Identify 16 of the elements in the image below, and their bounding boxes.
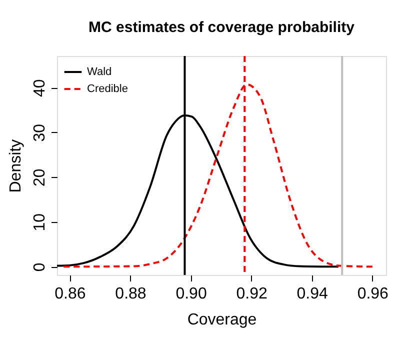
y-tick-label: 40 xyxy=(32,79,48,98)
y-tick-label: 0 xyxy=(32,262,48,272)
x-tick-label: 0.90 xyxy=(176,286,207,302)
x-tick-label: 0.88 xyxy=(115,286,146,302)
y-tick-label: 10 xyxy=(32,213,48,232)
legend-label: Credible xyxy=(87,83,128,95)
x-axis-title: Coverage xyxy=(187,312,257,328)
chart-title: MC estimates of coverage probability xyxy=(88,19,356,36)
x-tick-label: 0.94 xyxy=(296,286,328,302)
y-tick-label: 20 xyxy=(32,168,48,187)
x-tick-label: 0.96 xyxy=(357,286,389,302)
legend-label: Wald xyxy=(87,66,112,78)
y-axis-title: Density xyxy=(8,139,24,193)
y-tick-label: 30 xyxy=(32,124,48,142)
x-tick-label: 0.92 xyxy=(236,286,268,302)
x-tick-label: 0.86 xyxy=(54,286,86,302)
